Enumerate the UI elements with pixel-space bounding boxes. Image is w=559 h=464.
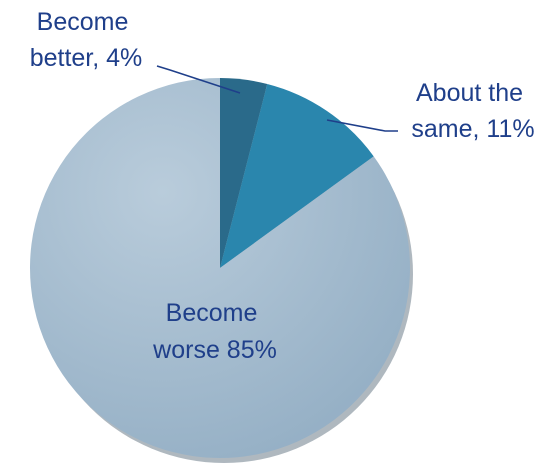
leader-line-same [326, 119, 398, 132]
pie-slice-worse [29, 78, 410, 458]
pie-slice-same [220, 83, 374, 268]
slice-label-same: About the same, 11% [411, 79, 534, 143]
slice-label-worse: Become worse 85% [152, 299, 277, 364]
slice-label-better: Become better, 4% [30, 8, 143, 72]
leader-line-better [156, 65, 241, 94]
pie-slice-better [220, 78, 268, 268]
